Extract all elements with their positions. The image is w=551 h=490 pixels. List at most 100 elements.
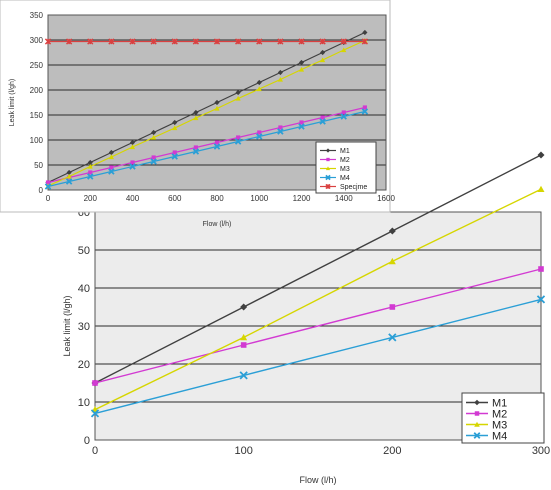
top-point-m4 bbox=[319, 118, 326, 125]
top-y-tick-label: 150 bbox=[30, 111, 44, 120]
top-x-tick-label: 1400 bbox=[335, 194, 353, 203]
top-point-m4 bbox=[234, 138, 242, 145]
top-point-m2 bbox=[130, 160, 135, 165]
bottom-point-m1 bbox=[388, 227, 396, 235]
top-point-m3 bbox=[277, 76, 283, 82]
top-x-axis-label: Flow (l/h) bbox=[203, 221, 232, 228]
top-y-tick-label: 350 bbox=[30, 11, 44, 20]
top-point-m4 bbox=[171, 153, 178, 160]
top-point-m2 bbox=[214, 140, 220, 145]
bottom-legend-marker-m2 bbox=[474, 411, 480, 416]
top-plot-border bbox=[47, 14, 387, 191]
top-legend-label: M3 bbox=[340, 166, 350, 173]
top-point-m3 bbox=[87, 163, 93, 169]
bottom-point-m4 bbox=[388, 333, 397, 342]
top-point-m1 bbox=[66, 169, 72, 176]
bottom-legend-label: M3 bbox=[492, 419, 507, 431]
top-y-tick-label: 200 bbox=[30, 86, 44, 95]
top-point-m3 bbox=[298, 66, 305, 72]
top-point-m3 bbox=[341, 47, 347, 53]
top-point-m2 bbox=[151, 155, 156, 160]
bottom-x-axis-label: Flow (l/h) bbox=[299, 475, 336, 485]
top-point-m1 bbox=[362, 29, 368, 36]
bottom-legend-marker-m4 bbox=[473, 432, 481, 439]
top-point-specjme bbox=[150, 38, 157, 45]
top-x-tick-label: 800 bbox=[210, 194, 224, 203]
top-point-m1 bbox=[193, 109, 199, 116]
top-point-specjme bbox=[129, 38, 136, 45]
bottom-legend-label: M4 bbox=[492, 430, 507, 442]
top-y-tick-label: 250 bbox=[30, 61, 44, 70]
bottom-series-line-m1 bbox=[94, 154, 542, 384]
top-point-m1 bbox=[256, 79, 262, 86]
top-x-tick-label: 1000 bbox=[250, 194, 268, 203]
top-point-specjme bbox=[171, 38, 178, 45]
top-point-specjme bbox=[256, 38, 263, 45]
top-point-m3 bbox=[151, 134, 157, 140]
bottom-y-tick-label: 0 bbox=[84, 435, 90, 447]
top-point-specjme bbox=[87, 38, 94, 45]
top-series-line-m2 bbox=[47, 106, 366, 184]
top-point-m4 bbox=[129, 163, 136, 170]
top-series-line-m3 bbox=[47, 39, 366, 187]
top-point-m3 bbox=[235, 95, 241, 101]
top-legend-label: M4 bbox=[340, 175, 350, 182]
bottom-y-tick-label: 40 bbox=[78, 283, 90, 295]
top-series-line-m4 bbox=[47, 110, 366, 188]
top-point-m3 bbox=[129, 144, 136, 150]
top-point-specjme bbox=[192, 38, 200, 45]
top-point-m4 bbox=[361, 108, 369, 115]
top-point-specjme bbox=[65, 38, 73, 45]
top-point-m4 bbox=[87, 173, 94, 180]
bottom-x-tick-label: 0 bbox=[92, 445, 98, 457]
top-point-m3 bbox=[320, 57, 326, 63]
bottom-x-tick-label: 100 bbox=[234, 445, 252, 457]
bottom-point-m4 bbox=[536, 295, 546, 304]
bottom-point-m1 bbox=[240, 303, 248, 311]
top-point-m4 bbox=[108, 168, 115, 175]
bottom-series-line-m2 bbox=[94, 268, 542, 384]
top-point-m4 bbox=[213, 143, 221, 150]
top-point-m2 bbox=[278, 125, 283, 130]
top-legend-label: M2 bbox=[340, 157, 350, 164]
bottom-x-tick-label: 300 bbox=[532, 445, 550, 457]
bottom-y-tick-label: 50 bbox=[78, 245, 90, 257]
top-point-specjme bbox=[298, 38, 305, 45]
top-point-m1 bbox=[320, 49, 326, 56]
top-point-m2 bbox=[257, 130, 262, 135]
top-legend-label: M1 bbox=[340, 148, 350, 155]
top-point-m2 bbox=[320, 115, 325, 120]
top-point-specjme bbox=[319, 38, 326, 45]
top-x-tick-label: 400 bbox=[126, 194, 140, 203]
top-point-specjme bbox=[277, 38, 284, 45]
top-point-m4 bbox=[150, 158, 157, 165]
bottom-point-m2 bbox=[389, 304, 396, 310]
top-point-m2 bbox=[193, 145, 198, 150]
bottom-point-m3 bbox=[537, 185, 545, 192]
top-point-m1 bbox=[298, 59, 305, 66]
top-x-tick-label: 0 bbox=[46, 194, 51, 203]
top-point-m4 bbox=[277, 128, 284, 135]
top-point-m1 bbox=[235, 89, 241, 96]
top-legend-marker-m1 bbox=[325, 148, 331, 153]
top-legend-marker-m4 bbox=[325, 174, 331, 181]
bottom-point-m2 bbox=[538, 266, 544, 272]
bottom-point-m2 bbox=[240, 342, 247, 348]
top-point-m2 bbox=[362, 105, 367, 110]
bottom-y-axis-label: Leak limit (l/gh) bbox=[62, 295, 72, 356]
bottom-series-line-m4 bbox=[94, 298, 542, 415]
top-point-m3 bbox=[172, 125, 178, 131]
top-x-tick-label: 1200 bbox=[293, 194, 311, 203]
top-point-specjme bbox=[361, 38, 369, 45]
top-point-specjme bbox=[213, 38, 221, 45]
top-x-tick-label: 600 bbox=[168, 194, 182, 203]
top-point-m3 bbox=[66, 173, 72, 179]
bottom-point-m2 bbox=[92, 380, 98, 386]
top-y-tick-label: 100 bbox=[30, 136, 44, 145]
top-point-m2 bbox=[45, 180, 51, 185]
top-point-m3 bbox=[214, 105, 220, 111]
top-point-m4 bbox=[65, 178, 73, 185]
top-y-tick-label: 50 bbox=[34, 161, 43, 170]
top-x-tick-label: 200 bbox=[84, 194, 98, 203]
